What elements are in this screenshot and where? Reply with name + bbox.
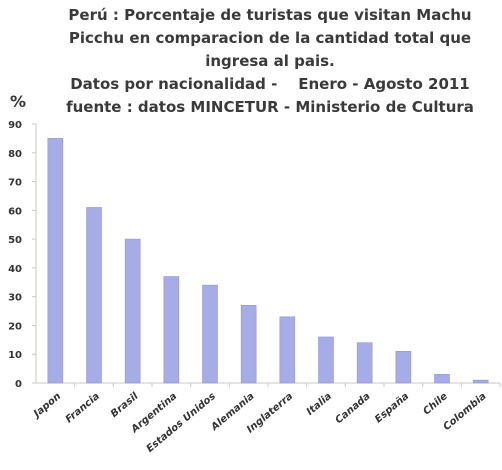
x-tick-label: Brasil bbox=[109, 391, 141, 420]
bar-colombia bbox=[472, 379, 489, 384]
y-tick-label: 60 bbox=[8, 206, 22, 217]
bar-canada bbox=[356, 342, 373, 384]
y-tick-label: 10 bbox=[8, 350, 22, 361]
x-tick-label: España bbox=[373, 391, 411, 426]
bar-inglaterra bbox=[279, 316, 296, 384]
bar-españa bbox=[395, 351, 412, 384]
bar-francia bbox=[86, 207, 102, 384]
x-tick-label: Francia bbox=[64, 391, 102, 426]
y-tick-label: 90 bbox=[8, 120, 22, 131]
title-line: Datos por nacionalidad - Enero - Agosto … bbox=[70, 75, 470, 93]
x-tick-label: Chile bbox=[421, 391, 450, 418]
x-tick-label: Canada bbox=[333, 391, 372, 426]
chart-title: Perú : Porcentaje de turistas que visita… bbox=[66, 6, 474, 116]
x-tick-label: Italia bbox=[305, 391, 334, 418]
bar-argentina bbox=[163, 276, 180, 384]
y-tick-label: 50 bbox=[8, 235, 22, 246]
bar-chile bbox=[434, 374, 450, 384]
y-tick-label: 80 bbox=[8, 149, 22, 160]
title-line: Picchu en comparacion de la cantidad tot… bbox=[69, 29, 471, 47]
bar-brasil bbox=[124, 238, 141, 384]
y-tick-label: 40 bbox=[8, 264, 22, 275]
bar-italia bbox=[318, 336, 334, 384]
x-tick-label: Estados Unidos bbox=[145, 391, 218, 455]
y-tick-label: 0 bbox=[15, 379, 22, 390]
x-tick-label: Colombia bbox=[441, 391, 488, 433]
y-tick-label: 30 bbox=[8, 293, 22, 304]
title-line: fuente : datos MINCETUR - Ministerio de … bbox=[66, 98, 474, 116]
bar-estados-unidos bbox=[202, 284, 218, 384]
title-line: Perú : Porcentaje de turistas que visita… bbox=[68, 6, 471, 24]
title-line: ingresa al pais. bbox=[205, 52, 335, 70]
y-axis-ticks: 0 10 20 30 40 50 60 70 80 90 bbox=[8, 120, 36, 390]
bar-alemania bbox=[240, 304, 257, 384]
bar-japon bbox=[47, 138, 64, 384]
y-axis-label: % bbox=[10, 92, 26, 111]
y-tick-label: 20 bbox=[8, 321, 22, 332]
bars bbox=[47, 138, 489, 384]
x-tick-label: Japon bbox=[30, 391, 63, 421]
y-tick-label: 70 bbox=[8, 178, 22, 189]
